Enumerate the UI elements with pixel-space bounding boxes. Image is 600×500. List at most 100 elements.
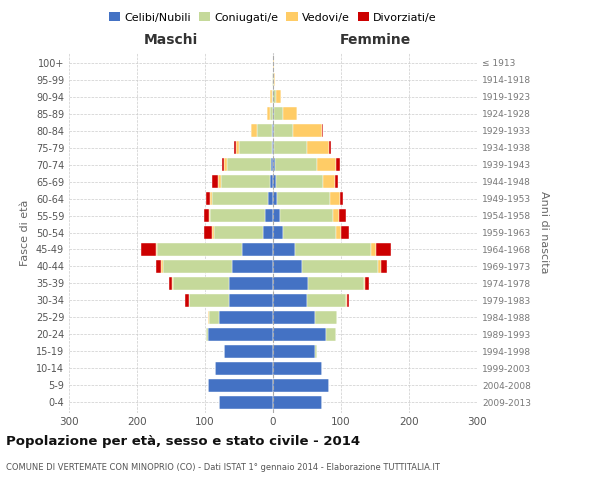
Bar [269, 175, 273, 188]
Bar [156, 260, 161, 273]
Bar [307, 141, 329, 154]
Bar [270, 90, 272, 104]
Bar [339, 209, 346, 222]
Bar [293, 124, 322, 137]
Bar [221, 175, 269, 188]
Bar [277, 192, 330, 205]
Bar [326, 328, 335, 341]
Bar [273, 311, 315, 324]
Bar [272, 124, 273, 137]
Bar [275, 158, 317, 171]
Bar [276, 90, 281, 104]
Bar [185, 294, 188, 307]
Bar [333, 209, 339, 222]
Bar [273, 362, 322, 375]
Bar [371, 243, 376, 256]
Bar [341, 226, 349, 239]
Bar [365, 277, 369, 290]
Bar [211, 209, 265, 222]
Bar [283, 107, 298, 120]
Bar [274, 73, 275, 86]
Bar [378, 260, 381, 273]
Text: Popolazione per età, sesso e stato civile - 2014: Popolazione per età, sesso e stato civil… [6, 435, 360, 448]
Bar [273, 107, 274, 120]
Bar [280, 209, 333, 222]
Bar [273, 243, 295, 256]
Bar [267, 107, 269, 120]
Bar [203, 209, 209, 222]
Text: Maschi: Maschi [144, 34, 198, 48]
Bar [265, 209, 273, 222]
Text: Femmine: Femmine [340, 34, 410, 48]
Bar [173, 277, 229, 290]
Bar [236, 141, 239, 154]
Bar [208, 378, 273, 392]
Bar [317, 158, 336, 171]
Bar [273, 141, 274, 154]
Bar [205, 226, 212, 239]
Bar [307, 294, 346, 307]
Bar [323, 175, 335, 188]
Bar [229, 294, 273, 307]
Bar [273, 277, 308, 290]
Bar [263, 226, 273, 239]
Bar [273, 328, 326, 341]
Bar [218, 175, 221, 188]
Bar [273, 73, 274, 86]
Bar [335, 175, 338, 188]
Bar [268, 192, 273, 205]
Bar [229, 277, 273, 290]
Bar [336, 158, 340, 171]
Bar [208, 328, 273, 341]
Bar [329, 141, 331, 154]
Bar [315, 344, 317, 358]
Bar [209, 209, 211, 222]
Bar [302, 260, 378, 273]
Bar [273, 344, 315, 358]
Bar [277, 175, 323, 188]
Bar [212, 192, 268, 205]
Bar [315, 311, 337, 324]
Bar [257, 124, 272, 137]
Bar [208, 311, 209, 324]
Bar [218, 396, 273, 409]
Bar [274, 124, 293, 137]
Bar [232, 260, 273, 273]
Bar [222, 158, 224, 171]
Bar [274, 141, 307, 154]
Bar [273, 124, 274, 137]
Bar [347, 294, 349, 307]
Bar [224, 344, 273, 358]
Bar [206, 328, 208, 341]
Bar [273, 209, 280, 222]
Y-axis label: Anni di nascita: Anni di nascita [539, 191, 550, 274]
Text: COMUNE DI VERTEMATE CON MINOPRIO (CO) - Dati ISTAT 1° gennaio 2014 - Elaborazion: COMUNE DI VERTEMATE CON MINOPRIO (CO) - … [6, 462, 440, 471]
Bar [273, 90, 276, 104]
Bar [188, 294, 190, 307]
Bar [308, 277, 364, 290]
Bar [272, 141, 273, 154]
Bar [212, 226, 214, 239]
Bar [169, 277, 172, 290]
Bar [273, 396, 322, 409]
Bar [274, 107, 283, 120]
Bar [336, 226, 341, 239]
Bar [273, 226, 283, 239]
Bar [214, 226, 263, 239]
Bar [295, 243, 371, 256]
Bar [272, 90, 273, 104]
Bar [273, 175, 277, 188]
Bar [364, 277, 365, 290]
Bar [161, 260, 163, 273]
Bar [239, 141, 272, 154]
Y-axis label: Fasce di età: Fasce di età [20, 200, 30, 266]
Bar [234, 141, 236, 154]
Bar [273, 260, 302, 273]
Bar [269, 107, 273, 120]
Bar [283, 226, 336, 239]
Bar [273, 56, 274, 70]
Bar [224, 158, 227, 171]
Bar [273, 378, 329, 392]
Bar [273, 294, 307, 307]
Bar [340, 192, 343, 205]
